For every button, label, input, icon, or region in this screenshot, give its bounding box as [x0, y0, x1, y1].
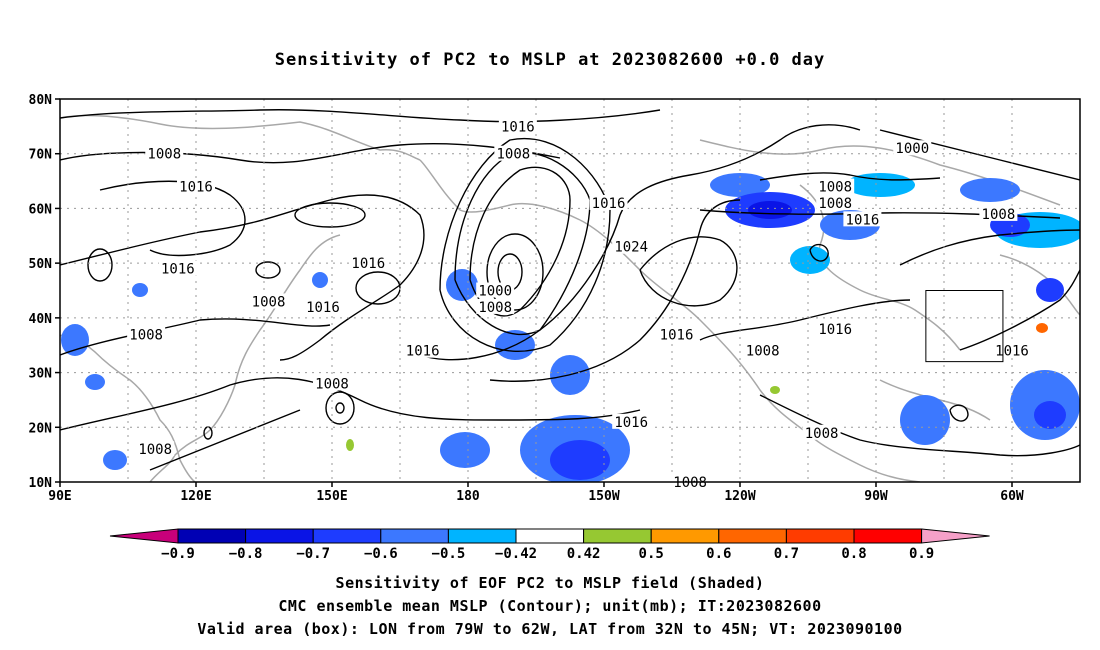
colorbar-label: −0.8 [229, 546, 263, 562]
lat-tick-label: 50N [29, 257, 53, 272]
colorbar-label: 0.7 [774, 546, 799, 562]
contour-label: 1016 [592, 196, 626, 212]
contour-label: 1016 [660, 327, 694, 343]
contour-label: 1008 [129, 327, 163, 343]
colorbar-swatch [718, 528, 787, 544]
contour-label: 1000 [895, 141, 929, 157]
contour-label: 1008 [138, 442, 172, 458]
colorbar-swatch [109, 528, 179, 544]
contour-label: 1008 [147, 147, 181, 163]
caption-line-2: CMC ensemble mean MSLP (Contour); unit(m… [278, 597, 822, 615]
colorbar-label: 0.9 [909, 546, 934, 562]
colorbar-swatch [853, 528, 923, 544]
lat-tick-label: 70N [29, 148, 53, 163]
colorbar-swatch [380, 528, 449, 544]
colorbar-swatch [177, 528, 247, 544]
contour-label: 1008 [746, 344, 780, 360]
caption-line-1: Sensitivity of EOF PC2 to MSLP field (Sh… [335, 574, 765, 592]
lon-tick-label: 150E [316, 489, 347, 504]
contour-label: 1016 [179, 180, 213, 196]
contour-label: 1008 [673, 475, 707, 491]
colorbar-swatch [312, 528, 382, 544]
contour-label: 1016 [995, 344, 1029, 360]
colorbar-label: 0.5 [639, 546, 664, 562]
lat-tick-label: 20N [29, 421, 53, 436]
page-title: Sensitivity of PC2 to MSLP at 2023082600… [274, 50, 826, 70]
lon-tick-label: 120W [724, 489, 755, 504]
colorbar-label: −0.7 [296, 546, 330, 562]
colorbar-label: 0.42 [567, 546, 601, 562]
lon-tick-label: 90W [864, 489, 888, 504]
colorbar-label: 0.8 [841, 546, 866, 562]
lat-tick-label: 30N [29, 367, 53, 382]
latitude-axis: 80N 70N 60N 50N 40N 30N 20N 10N [29, 93, 60, 491]
longitude-axis: 90E 120E 150E 180 150W 120W 90W 60W [48, 482, 1024, 504]
lon-tick-label: 60W [1000, 489, 1024, 504]
colorbar: −0.9 −0.8 −0.7 −0.6 −0.5 −0.42 0.42 0.5 0.6 0.7 0.… [109, 528, 990, 562]
contour-label: 1016 [501, 119, 535, 135]
contour-label: 1016 [614, 415, 648, 431]
lat-tick-label: 60N [29, 202, 53, 217]
contour-label: 1008 [478, 300, 512, 316]
colorbar-swatch [921, 528, 990, 544]
contour-label: 1008 [315, 377, 349, 393]
contour-label: 1016 [846, 212, 880, 228]
contour-label: 1016 [406, 344, 440, 360]
colorbar-swatch [785, 528, 855, 544]
colorbar-swatch [515, 528, 585, 544]
lat-tick-label: 40N [29, 312, 53, 327]
lon-tick-label: 90E [48, 489, 71, 504]
lat-tick-label: 10N [29, 476, 53, 491]
colorbar-label: −0.5 [432, 546, 466, 562]
contour-label: 1008 [252, 294, 286, 310]
caption-line-3: Valid area (box): LON from 79W to 62W, L… [197, 620, 903, 638]
colorbar-label: −0.6 [364, 546, 398, 562]
gridlines [60, 99, 1080, 482]
contour-label: 1008 [818, 180, 852, 196]
colorbar-label: −0.42 [495, 546, 537, 562]
contour-label: 1008 [818, 196, 852, 212]
lon-tick-label: 180 [456, 489, 480, 504]
contour-label: 1008 [496, 147, 530, 163]
lon-tick-label: 120E [180, 489, 211, 504]
contour-label: 1000 [478, 284, 512, 300]
colorbar-label: −0.9 [161, 546, 195, 562]
colorbar-swatch [583, 528, 652, 544]
colorbar-swatch [245, 528, 314, 544]
lon-tick-label: 150W [588, 489, 619, 504]
lat-tick-label: 80N [29, 93, 53, 108]
colorbar-swatch [650, 528, 720, 544]
contour-label: 1016 [161, 262, 195, 278]
map-frame [59, 98, 1081, 483]
contour-label: 1016 [351, 256, 385, 272]
colorbar-label: 0.6 [706, 546, 731, 562]
contour-label: 1008 [805, 426, 839, 442]
colorbar-swatch [447, 528, 517, 544]
valid-area-box [925, 290, 1004, 363]
contour-label: 1024 [614, 240, 648, 256]
contour-label: 1016 [306, 300, 340, 316]
contour-label: 1016 [818, 322, 852, 338]
contour-label: 1008 [982, 207, 1016, 223]
